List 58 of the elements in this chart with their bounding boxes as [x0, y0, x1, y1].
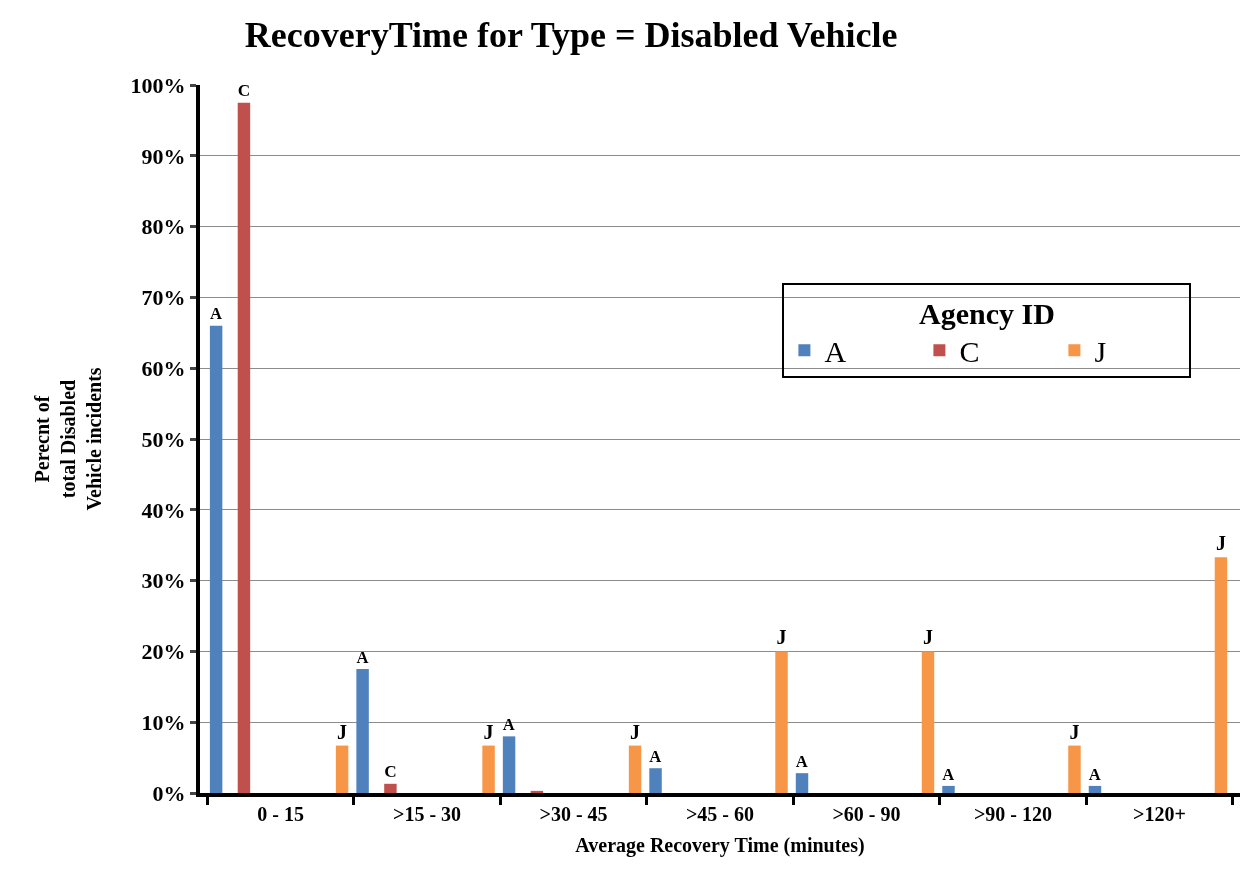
bar [335, 745, 349, 793]
legend-label: J [1094, 334, 1107, 368]
y-tick-label: 60% [141, 355, 186, 381]
bar [530, 790, 544, 793]
bar [628, 745, 642, 793]
bar [921, 651, 935, 793]
y-tick-label: 100% [130, 72, 186, 98]
x-tick-label: >90 - 120 [973, 803, 1052, 825]
data-label: J [630, 720, 641, 743]
data-label: A [502, 715, 515, 735]
bar [1088, 785, 1102, 793]
y-tick-label: 30% [141, 568, 186, 594]
data-label: J [923, 626, 933, 649]
x-axis-title: Average Recovery Time (minutes) [575, 834, 865, 857]
y-tick-label: 0% [152, 780, 186, 806]
bar [1068, 745, 1081, 793]
bar [356, 669, 369, 793]
y-tick-label: 40% [141, 497, 186, 523]
legend-label: A [824, 334, 847, 368]
bar [237, 102, 251, 793]
x-tick-label: >30 - 45 [539, 803, 608, 825]
data-label: J [483, 720, 494, 743]
y-axis-title: Perecnt of total Disabled Vehicle incidents [30, 367, 105, 511]
x-tick-label: >45 - 60 [685, 803, 755, 825]
bar [1214, 557, 1228, 793]
x-tick-label: >120+ [1133, 803, 1186, 825]
bar [649, 768, 662, 793]
data-label: A [942, 764, 955, 784]
data-label: C [237, 81, 251, 101]
x-tick-label: >60 - 90 [832, 803, 901, 825]
x-tick-label: 0 - 15 [257, 803, 304, 825]
y-tick-label: 70% [141, 285, 186, 311]
bar [209, 325, 223, 793]
chart-title: RecoveryTime for Type = Disabled Vehicle [244, 15, 898, 56]
data-label: J [776, 626, 787, 649]
y-tick-label: 10% [141, 709, 186, 735]
bar [795, 773, 809, 793]
y-tick-label: 50% [141, 426, 186, 452]
data-label: A [209, 304, 222, 324]
data-label: A [1088, 764, 1101, 784]
data-label: A [356, 647, 369, 667]
data-label: J [1069, 720, 1080, 743]
bar [384, 783, 397, 793]
bar [502, 736, 516, 793]
data-label: J [1215, 532, 1226, 555]
x-tick-label: >15 - 30 [393, 803, 462, 825]
y-tick-label: 90% [141, 143, 186, 169]
data-label: A [795, 751, 808, 771]
legend-title: Agency ID [918, 297, 1055, 331]
bar [482, 745, 495, 793]
bar [942, 785, 955, 793]
y-tick-label: 80% [141, 214, 186, 240]
data-label: C [384, 762, 397, 782]
data-label: J [337, 720, 348, 743]
bar [775, 651, 788, 793]
y-tick-label: 20% [141, 639, 186, 665]
data-label: A [649, 746, 662, 766]
legend-label: C [959, 334, 980, 368]
